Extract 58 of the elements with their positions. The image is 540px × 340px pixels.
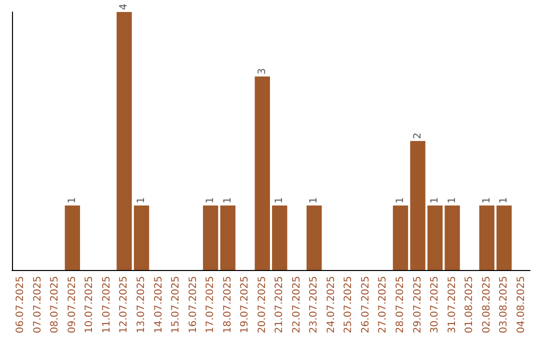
x-tick-label: 28.07.2025 bbox=[395, 276, 406, 334]
x-tick-label: 12.07.2025 bbox=[118, 276, 130, 334]
data-label: 1 bbox=[430, 197, 441, 204]
data-label: 1 bbox=[222, 197, 234, 204]
x-tick-label: 20.07.2025 bbox=[256, 276, 268, 334]
bar bbox=[392, 206, 408, 270]
bar bbox=[410, 141, 426, 270]
x-tick-label: 26.07.2025 bbox=[360, 276, 372, 334]
data-label: 4 bbox=[118, 4, 130, 10]
data-label: 1 bbox=[446, 197, 458, 204]
x-tick-label: 19.07.2025 bbox=[240, 276, 251, 334]
x-tick-label: 10.07.2025 bbox=[84, 276, 96, 334]
bar bbox=[496, 206, 512, 270]
x-tick-label: 23.07.2025 bbox=[308, 276, 320, 334]
data-label: 1 bbox=[481, 197, 492, 204]
bar bbox=[116, 12, 132, 270]
bar bbox=[64, 206, 80, 270]
x-tick-label: 17.07.2025 bbox=[205, 276, 216, 334]
x-tick-label: 22.07.2025 bbox=[291, 276, 302, 334]
x-tick-label: 18.07.2025 bbox=[222, 276, 234, 334]
x-tick-label: 01.08.2025 bbox=[464, 276, 476, 334]
x-tick-label: 29.07.2025 bbox=[412, 276, 424, 334]
data-label: 1 bbox=[66, 197, 78, 204]
data-label: 1 bbox=[308, 197, 320, 204]
data-label: 3 bbox=[256, 68, 268, 74]
data-label: 2 bbox=[412, 132, 424, 139]
bar bbox=[479, 206, 494, 270]
bar bbox=[427, 206, 443, 270]
x-tick-label: 08.07.2025 bbox=[50, 276, 61, 334]
x-tick-label: 27.07.2025 bbox=[378, 276, 389, 334]
data-label: 1 bbox=[274, 197, 286, 204]
x-tick-label: 11.07.2025 bbox=[101, 276, 112, 334]
x-tick-label: 21.07.2025 bbox=[274, 276, 286, 334]
x-tick-label: 15.07.2025 bbox=[170, 276, 182, 334]
x-tick-label: 14.07.2025 bbox=[153, 276, 164, 334]
data-label: 1 bbox=[395, 197, 406, 204]
bar bbox=[220, 206, 236, 270]
data-label: 1 bbox=[136, 197, 147, 204]
x-tick-label: 04.08.2025 bbox=[516, 276, 527, 334]
data-label: 1 bbox=[498, 197, 510, 204]
x-tick-label: 31.07.2025 bbox=[446, 276, 458, 334]
data-label: 1 bbox=[205, 197, 216, 204]
x-tick-label: 09.07.2025 bbox=[66, 276, 78, 334]
bar bbox=[134, 206, 150, 270]
x-tick-label: 24.07.2025 bbox=[326, 276, 337, 334]
bar bbox=[202, 206, 218, 270]
bar bbox=[254, 76, 270, 270]
bar bbox=[272, 206, 288, 270]
x-tick-label: 07.07.2025 bbox=[32, 276, 44, 334]
x-tick-label: 25.07.2025 bbox=[343, 276, 354, 334]
x-tick-label: 30.07.2025 bbox=[430, 276, 441, 334]
x-tick-label: 02.08.2025 bbox=[481, 276, 492, 334]
x-tick-label: 06.07.2025 bbox=[15, 276, 26, 334]
x-tick-label: 16.07.2025 bbox=[188, 276, 199, 334]
bar bbox=[444, 206, 460, 270]
bar bbox=[306, 206, 322, 270]
x-tick-label: 13.07.2025 bbox=[136, 276, 147, 334]
x-tick-label: 03.08.2025 bbox=[498, 276, 510, 334]
